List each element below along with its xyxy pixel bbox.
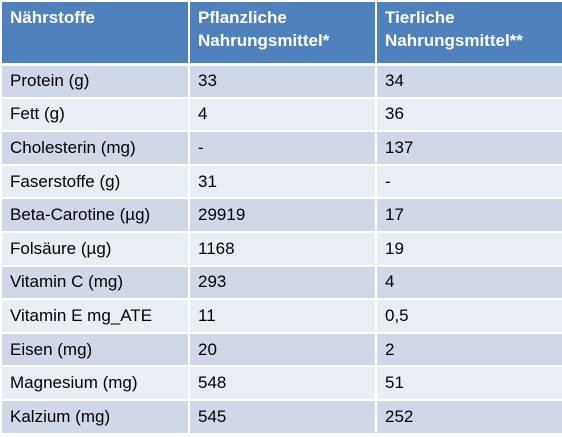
cell-plant-value: 29919 <box>189 198 377 233</box>
cell-animal-value: 4 <box>376 265 562 301</box>
table-row: Faserstoffe (g) 31 - <box>2 164 562 200</box>
table-row: Folsäure (µg) 1168 19 <box>2 231 562 267</box>
cell-nutrient: Faserstoffe (g) <box>2 164 190 200</box>
cell-animal-value: 51 <box>376 366 562 401</box>
cell-nutrient: Protein (g) <box>2 64 190 99</box>
cell-nutrient: Vitamin C (mg) <box>2 265 190 301</box>
cell-plant-value: 545 <box>189 399 377 435</box>
cell-nutrient: Kalzium (mg) <box>2 399 190 435</box>
header-nutrients: Nährstoffe <box>2 2 190 66</box>
table-row: Beta-Carotine (µg) 29919 17 <box>2 198 562 233</box>
table-row: Vitamin C (mg) 293 4 <box>2 265 562 301</box>
header-plant-foods-line2: Nahrungsmittel* <box>198 31 330 50</box>
cell-animal-value: 252 <box>376 399 562 435</box>
table-header: Nährstoffe Pflanzliche Nahrungsmittel* T… <box>2 2 562 66</box>
header-animal-foods-line1: Tierliche <box>385 8 455 27</box>
cell-plant-value: 1168 <box>189 231 377 267</box>
cell-nutrient: Vitamin E mg_ATE <box>2 299 190 334</box>
cell-animal-value: 137 <box>376 131 562 166</box>
cell-plant-value: - <box>189 131 377 166</box>
table-row: Protein (g) 33 34 <box>2 64 562 99</box>
cell-plant-value: 548 <box>189 366 377 401</box>
cell-plant-value: 20 <box>189 332 377 368</box>
cell-plant-value: 293 <box>189 265 377 301</box>
table-row: Fett (g) 4 36 <box>2 97 562 133</box>
table-row: Cholesterin (mg) - 137 <box>2 131 562 166</box>
cell-animal-value: 2 <box>376 332 562 368</box>
cell-nutrient: Magnesium (mg) <box>2 366 190 401</box>
cell-plant-value: 33 <box>189 64 377 99</box>
header-plant-foods: Pflanzliche Nahrungsmittel* <box>189 2 377 66</box>
header-animal-foods-line2: Nahrungsmittel** <box>385 31 523 50</box>
cell-nutrient: Beta-Carotine (µg) <box>2 198 190 233</box>
cell-plant-value: 11 <box>189 299 377 334</box>
table-row: Kalzium (mg) 545 252 <box>2 399 562 435</box>
cell-plant-value: 4 <box>189 97 377 133</box>
cell-plant-value: 31 <box>189 164 377 200</box>
cell-nutrient: Folsäure (µg) <box>2 231 190 267</box>
header-animal-foods: Tierliche Nahrungsmittel** <box>376 2 562 66</box>
header-plant-foods-line1: Pflanzliche <box>198 8 287 27</box>
cell-nutrient: Eisen (mg) <box>2 332 190 368</box>
table-body: Protein (g) 33 34 Fett (g) 4 36 Choleste… <box>2 64 562 435</box>
table-row: Magnesium (mg) 548 51 <box>2 366 562 401</box>
cell-animal-value: 34 <box>376 64 562 99</box>
table-row: Eisen (mg) 20 2 <box>2 332 562 368</box>
cell-animal-value: 19 <box>376 231 562 267</box>
cell-animal-value: - <box>376 164 562 200</box>
cell-animal-value: 17 <box>376 198 562 233</box>
table-row: Vitamin E mg_ATE 11 0,5 <box>2 299 562 334</box>
header-row: Nährstoffe Pflanzliche Nahrungsmittel* T… <box>2 2 562 66</box>
cell-animal-value: 36 <box>376 97 562 133</box>
cell-animal-value: 0,5 <box>376 299 562 334</box>
cell-nutrient: Cholesterin (mg) <box>2 131 190 166</box>
cell-nutrient: Fett (g) <box>2 97 190 133</box>
header-nutrients-label: Nährstoffe <box>10 8 96 27</box>
